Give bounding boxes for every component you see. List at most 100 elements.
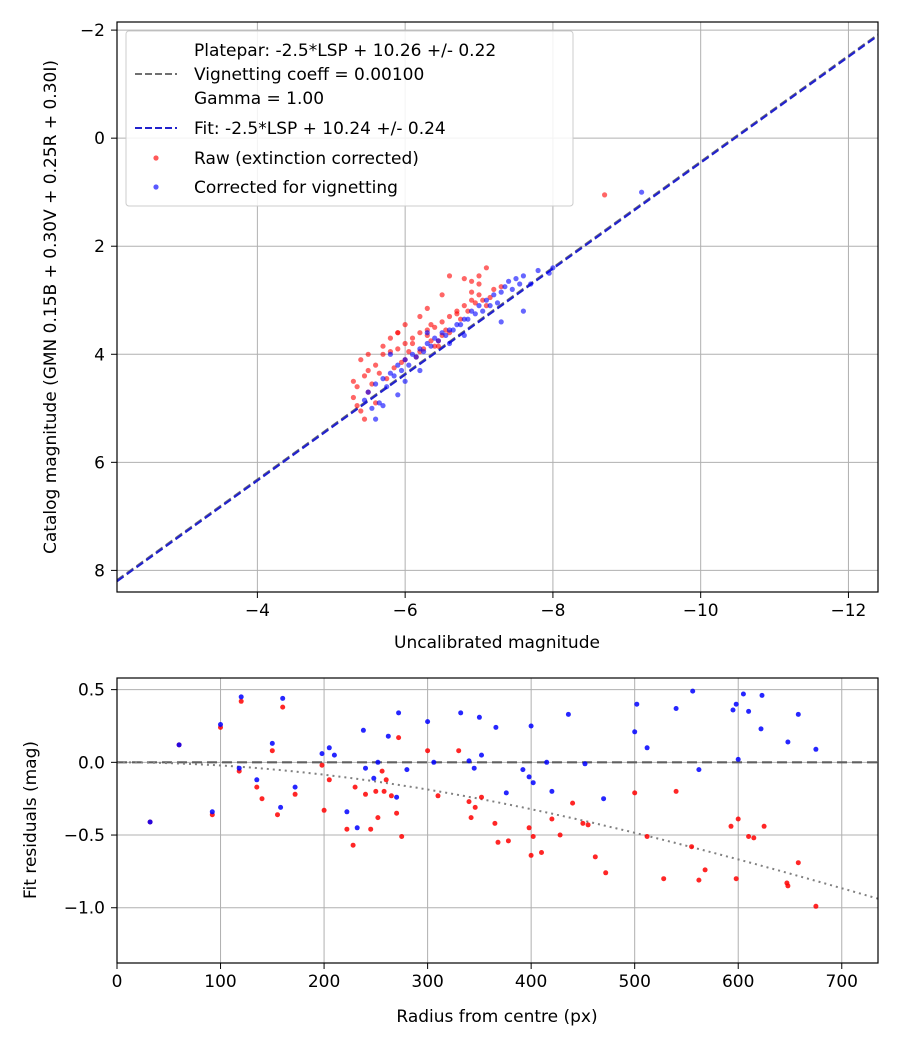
corrected-point [218,722,223,727]
corrected-point [450,327,456,333]
corrected-point [503,790,509,796]
raw-point [394,810,400,816]
x-tick-label: −6 [393,601,418,621]
raw-point [498,284,504,290]
corrected-point [696,767,702,773]
raw-point [417,313,423,320]
raw-point [472,804,478,810]
raw-point [269,748,275,754]
raw-point [321,807,327,813]
raw-point [402,340,408,347]
raw-point [428,338,434,344]
raw-point [644,834,650,839]
raw-point [368,826,374,832]
raw-point [387,335,393,341]
raw-point [373,788,379,794]
calibration-plot: −4 −6 −8 −10 −12 −2 0 2 4 6 8 Uncalibrated magnit… [41,21,879,653]
raw-point [406,349,412,355]
raw-point [469,278,475,284]
corrected-point [443,332,449,338]
raw-point [476,292,482,298]
corrected-point [395,392,401,398]
corrected-point [363,765,368,771]
corrected-point [384,384,390,390]
x-tick-label: 0 [112,972,123,992]
raw-point [443,327,449,333]
corrected-point [387,370,393,376]
raw-point [456,748,462,754]
raw-point [472,300,478,306]
raw-point [383,777,389,783]
raw-point [465,308,471,314]
x-tick-label: 100 [204,972,236,992]
raw-point [354,403,360,409]
corrected-point [520,273,527,279]
raw-point [379,768,385,774]
raw-point [384,376,390,382]
raw-point [751,835,757,841]
y-tick-label: −0.5 [64,826,105,846]
corrected-point [373,381,379,387]
corrected-point [528,281,534,287]
raw-point [461,276,467,282]
corrected-point [424,330,430,336]
corrected-point [344,809,350,815]
corrected-point [690,688,696,694]
raw-point [417,330,423,336]
corrected-point [461,332,467,338]
raw-point [354,384,360,390]
raw-point [254,784,260,790]
corrected-point [446,340,453,347]
corrected-point [469,308,475,314]
raw-point [458,316,464,322]
raw-point [365,351,371,357]
corrected-point [371,775,377,781]
corrected-point [528,723,534,729]
corrected-point [439,330,445,336]
residuals-y-axis-label: Fit residuals (mag) [21,741,41,899]
corrected-point [476,714,482,720]
raw-point [352,784,358,790]
corrected-point [582,761,588,767]
residuals-plot: 0 100 200 300 400 500 600 700 0.5 0.0 −0.5 −1.0 Ra… [21,677,879,1027]
calibration-y-ticks: −2 0 2 4 6 8 [80,21,117,581]
corrected-point [740,691,746,697]
raw-point [409,340,416,347]
corrected-point [398,367,405,374]
calibration-lines [116,33,879,583]
raw-point [388,793,394,799]
raw-point [491,286,497,292]
corrected-point [565,711,571,717]
corrected-point [549,788,555,794]
calibration-points [350,189,645,422]
corrected-point [278,804,284,810]
raw-point [435,343,441,349]
corrected-point [480,308,486,314]
raw-point [528,852,534,858]
corrected-point [417,346,423,352]
legend-raw-label: Raw (extinction corrected) [194,149,419,169]
residuals-lines [117,761,879,900]
corrected-point [535,267,541,274]
raw-point [439,319,445,325]
raw-point [585,822,591,828]
raw-point [785,883,791,889]
raw-point [454,311,460,317]
corrected-point [454,322,460,328]
x-tick-label: −10 [683,601,719,621]
corrected-point [385,733,391,739]
legend-corrected-label: Corrected for vignetting [194,178,398,198]
legend: Platepar: -2.5*LSP + 10.26 +/- 0.22 Vign… [125,30,574,207]
corrected-point [394,794,400,800]
corrected-point [432,335,438,341]
raw-point [466,799,472,805]
y-tick-label: 2 [94,237,105,257]
y-tick-label: 4 [94,345,105,365]
corrected-point [446,327,453,333]
residuals-plot-area [117,678,878,963]
corrected-point [498,289,504,295]
corrected-point [365,389,371,395]
corrected-point [421,349,427,355]
corrected-point [236,765,242,771]
y-tick-label: 6 [94,453,105,473]
